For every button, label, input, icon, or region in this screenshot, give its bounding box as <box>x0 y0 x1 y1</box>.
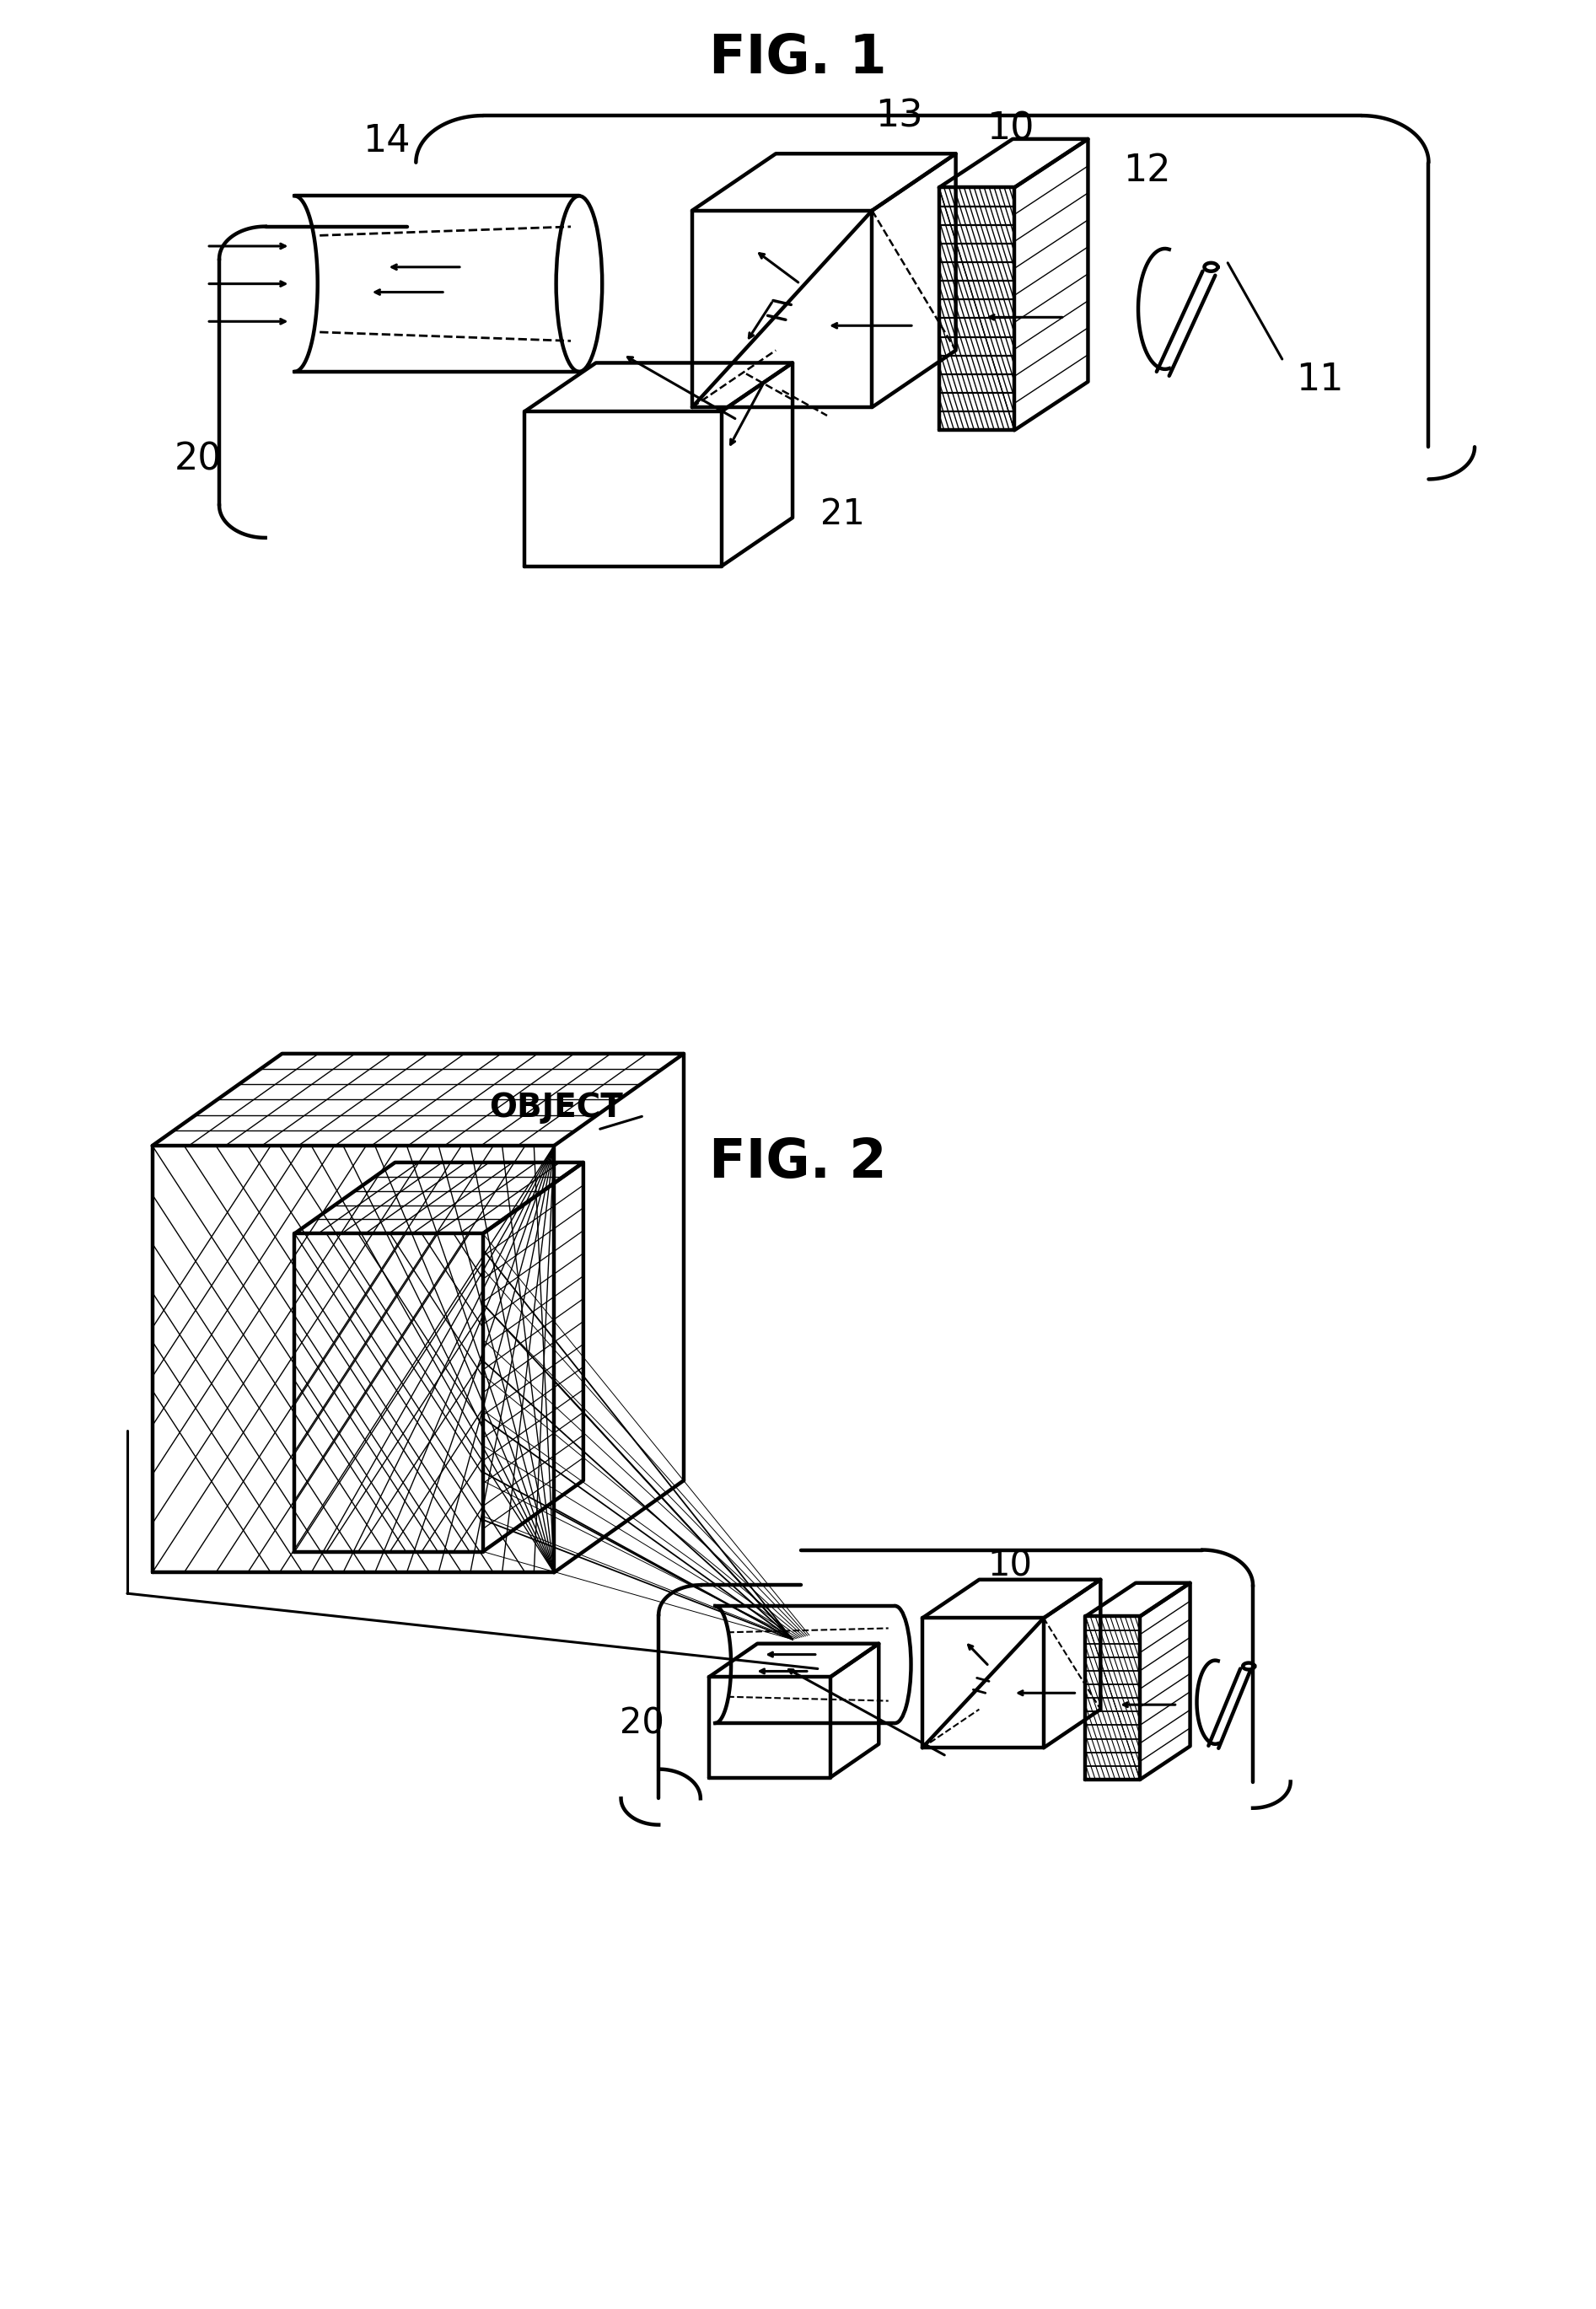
Text: 20: 20 <box>619 1706 664 1741</box>
Text: 14: 14 <box>362 122 410 159</box>
Text: OBJECT: OBJECT <box>488 1092 622 1124</box>
Text: FIG. 2: FIG. 2 <box>709 1136 886 1189</box>
Text: FIG. 1: FIG. 1 <box>709 32 886 83</box>
Polygon shape <box>295 196 579 372</box>
Text: 13: 13 <box>875 97 922 134</box>
Polygon shape <box>715 1607 895 1723</box>
Text: 11: 11 <box>1296 363 1344 397</box>
Text: 12: 12 <box>1122 152 1170 189</box>
Text: 10: 10 <box>988 1547 1033 1584</box>
Text: 10: 10 <box>986 111 1034 148</box>
Text: 21: 21 <box>820 496 865 531</box>
Text: 20: 20 <box>174 441 222 478</box>
